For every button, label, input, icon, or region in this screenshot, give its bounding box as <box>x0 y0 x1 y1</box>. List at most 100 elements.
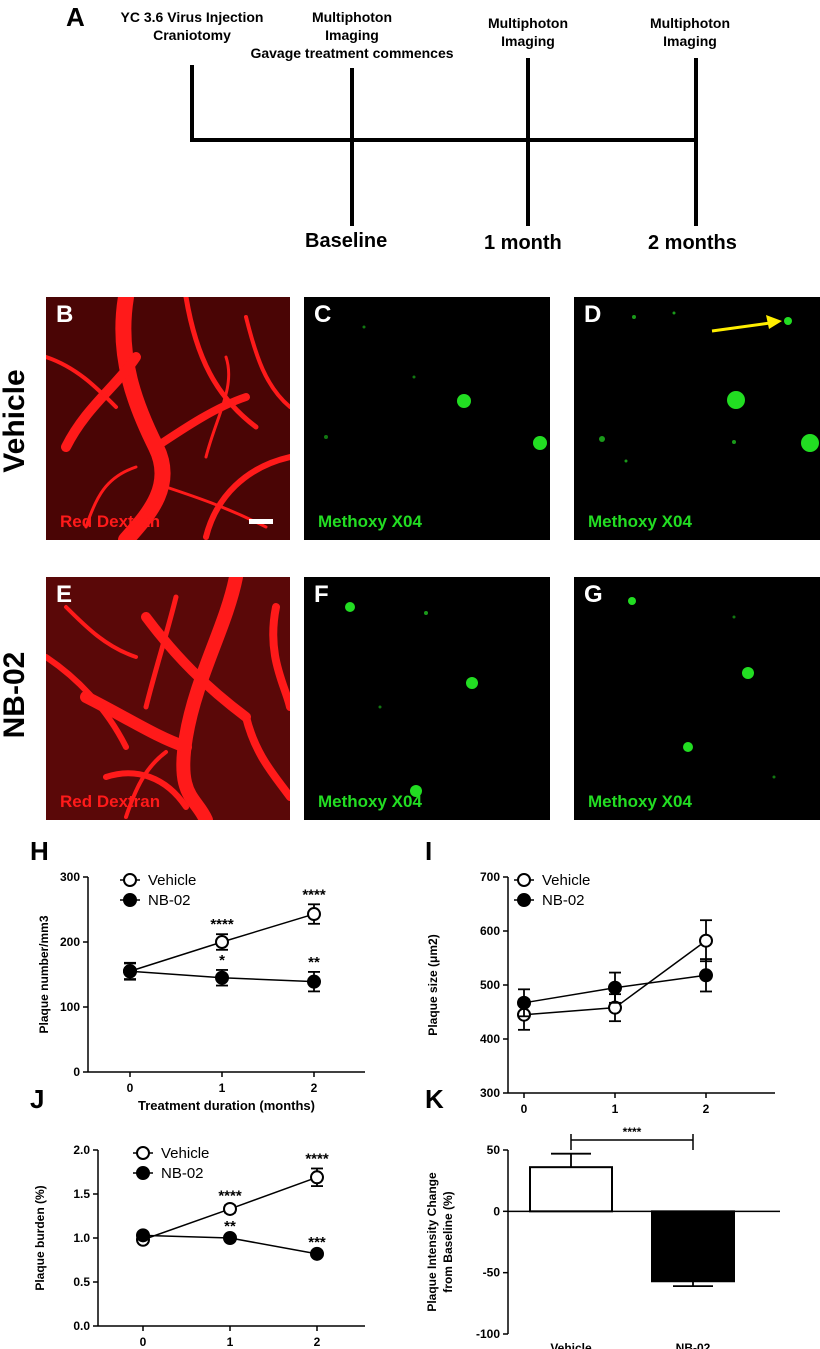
y-tick-label: 200 <box>60 935 80 949</box>
x-axis-label: Treatment duration (months) <box>553 1119 730 1120</box>
timeline-event-2month-imaging: Multiphoton Imaging <box>630 14 750 50</box>
y-tick-label: 300 <box>60 870 80 884</box>
y-tick-label: 0.5 <box>73 1275 90 1289</box>
y-axis-label: from Baseline (%) <box>441 1191 455 1292</box>
y-tick-label: 2.0 <box>73 1143 90 1157</box>
y-tick-label: 0 <box>493 1204 500 1218</box>
category-label: NB-02 <box>676 1341 711 1349</box>
legend-marker <box>136 1166 150 1180</box>
event-text: Gavage treatment commences <box>250 45 454 61</box>
legend-label: Vehicle <box>161 1145 209 1162</box>
y-tick-label: -100 <box>476 1327 500 1341</box>
legend-marker <box>517 873 531 887</box>
chart-k-intensity-change: 50 0 -50 -100 Vehicle NB-02 **** Plaque Intensi… <box>425 1125 780 1349</box>
panel-label-i: I <box>425 836 433 866</box>
significance-label: **** <box>218 1187 242 1204</box>
row-label-nb02: NB-02 <box>0 651 31 739</box>
data-point-vehicle <box>215 935 229 949</box>
x-tick-label: 0 <box>140 1335 147 1349</box>
chart-h-plaque-number: 0 100 200 300 0 1 2 Treatment duration (months)… <box>37 870 365 1113</box>
y-tick-label: 1.0 <box>73 1231 90 1245</box>
caption-methoxy: Methoxy X04 <box>318 512 422 531</box>
panel-label-d: D <box>584 301 602 328</box>
y-axis-label: Plaque Intensity Change <box>425 1172 439 1312</box>
significance-label: **** <box>210 916 234 933</box>
image-d-vehicle-methoxy-2months: D Methoxy X04 <box>574 297 820 540</box>
y-tick-label: 50 <box>487 1143 501 1157</box>
data-point-nb-02 <box>123 964 137 979</box>
legend-label: Vehicle <box>542 872 590 889</box>
row-label-vehicle: Vehicle <box>0 369 31 473</box>
arrow-line <box>711 321 771 333</box>
plaque-image <box>599 311 819 463</box>
y-tick-label: 700 <box>480 870 500 884</box>
legend-label: NB-02 <box>161 1165 204 1182</box>
image-f-nb02-methoxy-baseline: F Methoxy X04 <box>304 577 550 820</box>
panel-label-g: G <box>584 581 603 608</box>
data-point-nb-02 <box>223 1231 237 1245</box>
y-tick-label: 600 <box>480 924 500 938</box>
image-b-vehicle-red-dextran: B Red Dextran <box>46 297 290 540</box>
caption-red-dextran: Red Dextran <box>60 792 161 811</box>
event-text: YC 3.6 Virus Injection <box>120 9 264 25</box>
plaque-image <box>345 602 478 797</box>
y-tick-label: -50 <box>483 1266 501 1280</box>
legend-label: NB-02 <box>148 892 191 909</box>
caption-red-dextran: Red Dextran <box>60 512 161 531</box>
significance-label: ** <box>224 1218 236 1235</box>
panel-label-b: B <box>56 301 74 328</box>
data-point-nb-02 <box>307 974 321 989</box>
timepoint-baseline: Baseline <box>305 230 388 252</box>
event-text: Imaging <box>501 33 555 49</box>
y-tick-label: 300 <box>480 1086 500 1100</box>
arrow-head <box>766 315 782 329</box>
chart-i-plaque-size: 300 400 500 600 700 0 1 2 Treatment duration (mo… <box>426 870 775 1120</box>
event-text: Imaging <box>663 33 717 49</box>
timeline-event-baseline-imaging: Multiphoton Imaging Gavage treatment com… <box>232 8 472 62</box>
event-text: Multiphoton <box>311 9 393 25</box>
plaque-image <box>628 597 776 779</box>
significance-label: **** <box>302 886 326 903</box>
significance-label: *** <box>308 1234 326 1251</box>
panel-label-a: A <box>66 2 85 32</box>
panel-label-j: J <box>30 1084 45 1114</box>
data-point-nb-02 <box>608 980 622 995</box>
panel-label-h: H <box>30 836 49 866</box>
bar-nb-02 <box>651 1210 735 1283</box>
x-tick-label: 0 <box>127 1081 134 1095</box>
significance-label: **** <box>623 1125 642 1139</box>
legend-marker <box>123 873 137 887</box>
y-axis-label: Plaque number/mm3 <box>37 915 51 1033</box>
timepoint-1month: 1 month <box>484 232 562 254</box>
image-e-nb02-red-dextran: E Red Dextran <box>46 577 290 820</box>
image-c-vehicle-methoxy-baseline: C Methoxy X04 <box>304 297 550 540</box>
legend-marker <box>136 1146 150 1160</box>
plaque-image <box>324 325 547 450</box>
x-tick-label: 2 <box>314 1335 321 1349</box>
bar-vehicle <box>529 1166 613 1213</box>
panel-label-c: C <box>314 301 332 328</box>
data-point-nb-02 <box>136 1228 150 1243</box>
x-tick-label: 2 <box>311 1081 318 1095</box>
y-tick-label: 500 <box>480 978 500 992</box>
data-point-nb-02 <box>699 968 713 983</box>
y-tick-label: 100 <box>60 1000 80 1014</box>
y-axis-label: Plaque burden (%) <box>33 1185 47 1290</box>
significance-label: * <box>219 952 225 969</box>
legend-marker <box>517 893 531 907</box>
y-tick-label: 0.0 <box>73 1319 90 1333</box>
y-axis-label: Plaque size (μm2) <box>426 934 440 1035</box>
caption-methoxy: Methoxy X04 <box>318 792 422 811</box>
event-text: Imaging <box>325 27 379 43</box>
event-text: Craniotomy <box>153 27 231 43</box>
panel-label-f: F <box>314 581 329 608</box>
event-text: Multiphoton <box>649 15 731 31</box>
x-tick-label: 2 <box>703 1102 710 1116</box>
image-g-nb02-methoxy-2months: G Methoxy X04 <box>574 577 820 820</box>
category-label: Vehicle <box>550 1341 592 1349</box>
data-point-vehicle <box>310 1170 324 1185</box>
data-point-vehicle <box>307 907 321 922</box>
timeline-event-injection: YC 3.6 Virus Injection Craniotomy <box>112 8 272 44</box>
y-tick-label: 1.5 <box>73 1187 90 1201</box>
